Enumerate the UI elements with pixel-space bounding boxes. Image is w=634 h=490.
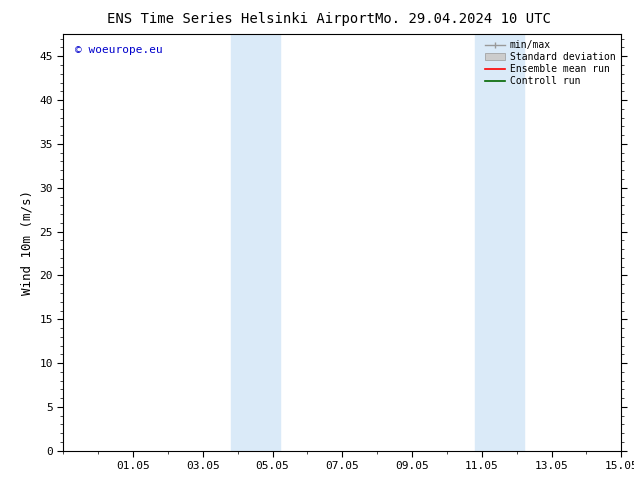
Legend: min/max, Standard deviation, Ensemble mean run, Controll run: min/max, Standard deviation, Ensemble me…: [482, 36, 619, 90]
Bar: [475, 34, 524, 451]
Bar: [231, 34, 280, 451]
Text: Mo. 29.04.2024 10 UTC: Mo. 29.04.2024 10 UTC: [375, 12, 551, 26]
Text: ENS Time Series Helsinki Airport: ENS Time Series Helsinki Airport: [107, 12, 375, 26]
Y-axis label: Wind 10m (m/s): Wind 10m (m/s): [21, 190, 34, 295]
Text: © woeurope.eu: © woeurope.eu: [75, 45, 162, 55]
